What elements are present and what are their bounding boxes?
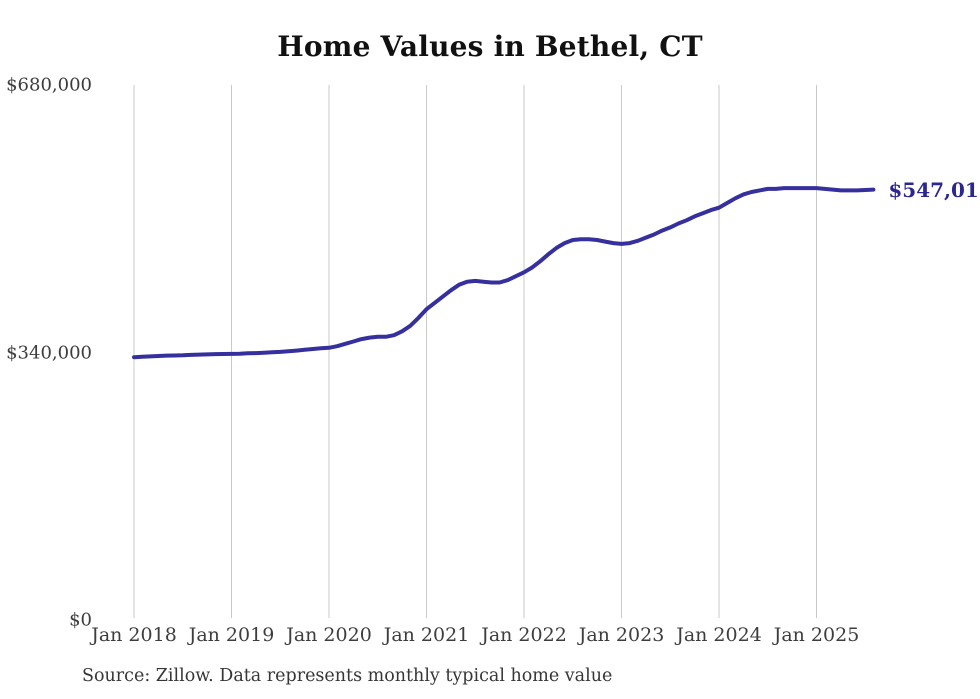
- source-note: Source: Zillow. Data represents monthly …: [82, 666, 613, 686]
- x-tick-label: Jan 2025: [773, 624, 860, 646]
- x-tick-label: Jan 2023: [578, 624, 665, 646]
- gridlines: [133, 85, 817, 618]
- home-value-line: [132, 186, 876, 360]
- y-tick-label: $0: [69, 609, 92, 631]
- y-tick-label: $340,000: [6, 342, 92, 363]
- y-tick-label: $680,000: [6, 74, 92, 96]
- x-tick-label: Jan 2022: [481, 624, 567, 646]
- x-tick-label: Jan 2019: [188, 624, 275, 646]
- chart-title: Home Values in Bethel, CT: [277, 30, 703, 63]
- current-value-label: $547,011: [888, 177, 980, 202]
- x-tick-label: Jan 2024: [676, 624, 762, 646]
- x-tick-label: Jan 2020: [286, 624, 372, 646]
- x-tick-label: Jan 2018: [91, 624, 177, 646]
- x-tick-label: Jan 2021: [383, 624, 470, 646]
